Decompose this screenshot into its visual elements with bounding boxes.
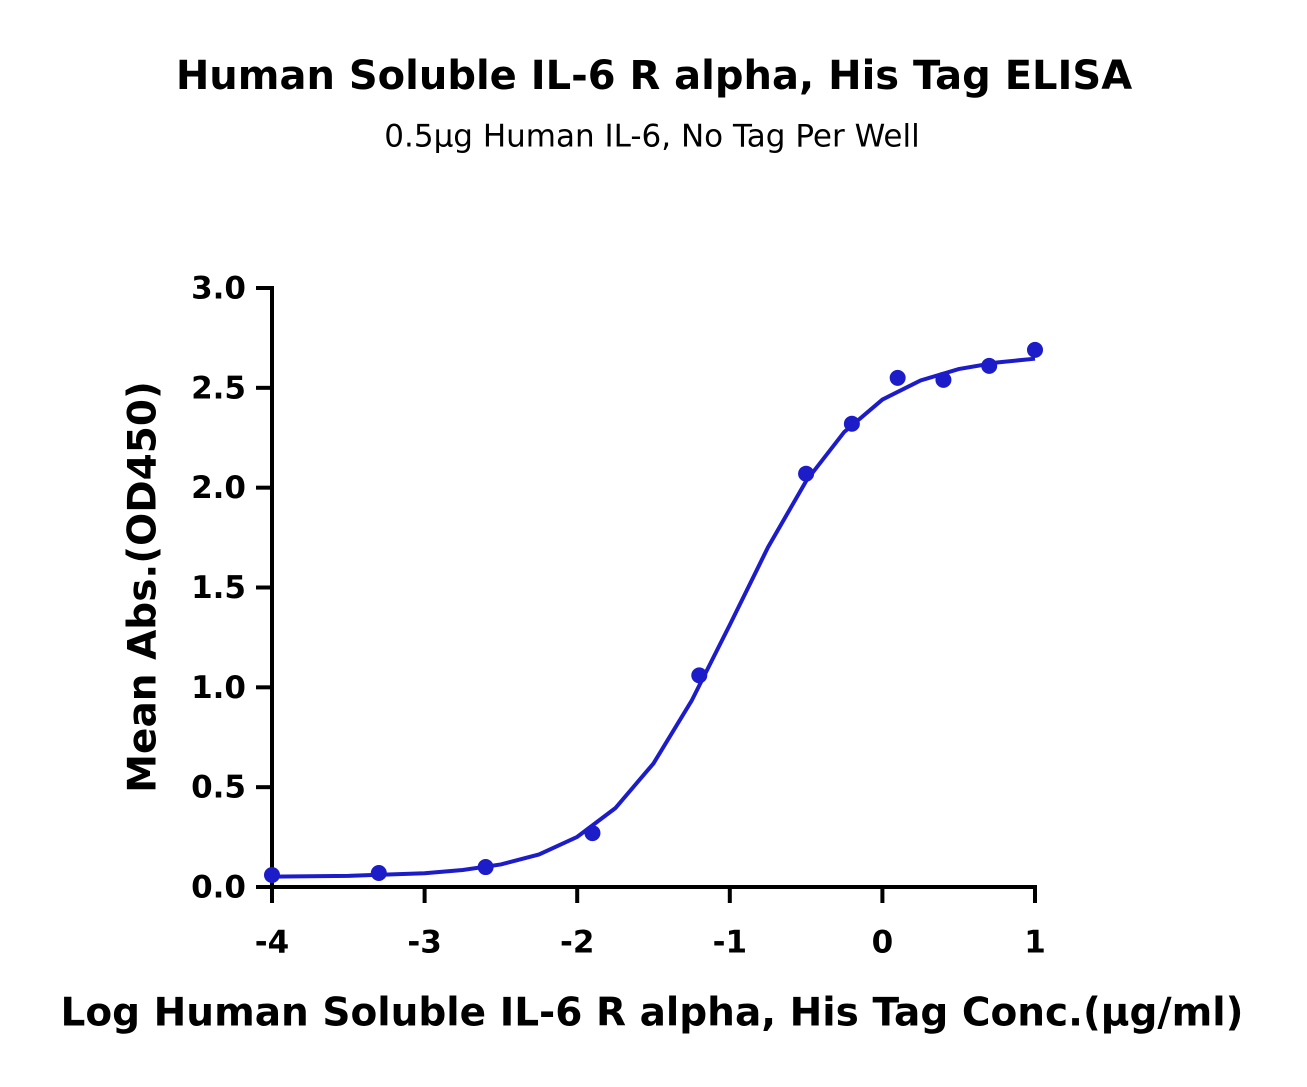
x-tick-label: -2 bbox=[560, 925, 594, 961]
data-point bbox=[981, 357, 998, 374]
x-tick-label: -4 bbox=[255, 925, 289, 961]
y-tick-label: 2.5 bbox=[191, 370, 246, 406]
data-point bbox=[370, 865, 387, 882]
data-point bbox=[798, 465, 815, 482]
x-axis-label: Log Human Soluble IL-6 R alpha, His Tag … bbox=[61, 991, 1244, 1036]
x-tick-label: -1 bbox=[713, 925, 747, 961]
y-tick-label: 0.5 bbox=[191, 770, 246, 806]
y-tick-label: 0.0 bbox=[191, 870, 246, 906]
data-point bbox=[843, 415, 860, 432]
x-tick-label: 1 bbox=[1024, 925, 1046, 961]
data-point bbox=[264, 867, 280, 884]
chart-title: Human Soluble IL-6 R alpha, His Tag ELIS… bbox=[176, 53, 1132, 99]
data-point bbox=[691, 667, 708, 684]
data-point bbox=[889, 369, 906, 386]
y-tick-label: 3.0 bbox=[191, 271, 246, 307]
chart-subtitle: 0.5μg Human IL-6, No Tag Per Well bbox=[384, 119, 919, 155]
y-tick-label: 1.0 bbox=[191, 670, 246, 706]
y-tick-label: 1.5 bbox=[191, 570, 246, 606]
data-point bbox=[935, 371, 952, 388]
x-tick-label: -3 bbox=[407, 925, 441, 961]
fit-curve bbox=[271, 356, 1036, 879]
x-tick-label: 0 bbox=[872, 925, 894, 961]
y-tick-label: 2.0 bbox=[191, 470, 246, 506]
y-axis-label: Mean Abs.(OD450) bbox=[121, 381, 166, 793]
data-point bbox=[1027, 341, 1043, 358]
data-point bbox=[477, 859, 494, 876]
data-point bbox=[584, 825, 601, 842]
